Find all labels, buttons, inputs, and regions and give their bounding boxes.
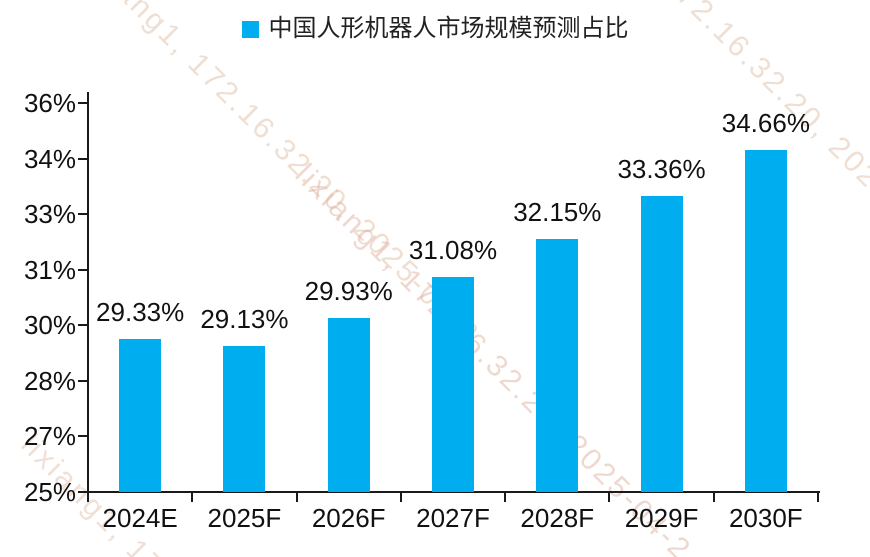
y-axis-tick-label: 28%	[23, 365, 76, 396]
x-axis-tick	[295, 492, 298, 502]
y-axis-tick	[78, 268, 87, 271]
x-axis-tick	[191, 492, 194, 502]
bar-value-label: 29.13%	[200, 303, 289, 334]
y-axis-tick-label: 31%	[23, 254, 76, 285]
bar-value-label: 29.93%	[304, 275, 393, 306]
x-axis-tick	[87, 492, 89, 502]
y-axis-tick	[78, 213, 87, 216]
bar-value-label: 34.66%	[721, 108, 810, 139]
bar-value-label: 29.33%	[96, 296, 185, 327]
y-axis-tick-label: 27%	[23, 421, 76, 452]
x-axis-line	[87, 491, 820, 493]
y-axis-tick	[78, 324, 87, 327]
y-axis-tick	[78, 379, 87, 382]
bar-2024E	[119, 338, 162, 492]
x-axis-tick	[399, 492, 402, 502]
x-axis-tick	[712, 492, 715, 502]
bar-2025F	[223, 345, 266, 492]
x-axis-category-label: 2026F	[311, 503, 386, 533]
legend-label: 中国人形机器人市场规模预测占比	[268, 15, 629, 42]
y-axis-tick-label: 30%	[23, 310, 76, 341]
bar-value-label: 31.08%	[408, 234, 498, 265]
bar-2028F	[536, 239, 579, 492]
x-axis-category-label: 2030F	[728, 503, 803, 533]
x-axis-category-label: 2028F	[520, 503, 595, 533]
y-axis-tick-label: 33%	[23, 199, 76, 230]
bar-value-label: 32.15%	[513, 197, 602, 228]
y-axis-tick	[78, 491, 87, 493]
legend: 中国人形机器人市场规模预测占比	[0, 16, 870, 42]
x-axis-category-label: 2024E	[102, 503, 178, 533]
bar-value-label: 33.36%	[617, 154, 706, 185]
y-axis-line	[87, 92, 89, 493]
x-axis-category-label: 2029F	[624, 503, 699, 533]
legend-marker-icon	[241, 20, 259, 38]
x-axis-tick	[608, 492, 611, 502]
bar-2026F	[327, 317, 370, 492]
bar-2030F	[744, 150, 787, 492]
bar-2027F	[432, 276, 474, 492]
y-axis-tick-label: 25%	[23, 477, 76, 507]
x-axis-tick	[817, 492, 819, 502]
y-axis-tick-label: 36%	[23, 88, 76, 118]
y-axis-tick-label: 34%	[23, 143, 76, 174]
y-axis-tick	[78, 102, 87, 104]
x-axis-category-label: 2025F	[207, 503, 282, 533]
x-axis-category-label: 2027F	[416, 503, 490, 533]
x-axis-tick	[504, 492, 507, 502]
y-axis-tick	[78, 435, 87, 438]
bar-2029F	[640, 196, 683, 492]
y-axis-tick	[78, 157, 87, 160]
